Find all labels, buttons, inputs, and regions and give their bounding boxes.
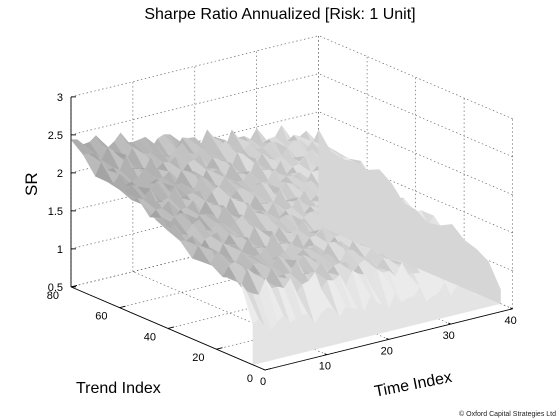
x-tick-mark [510, 307, 513, 310]
surface-side [391, 182, 404, 263]
surface-side [476, 248, 489, 299]
surface-skirt [320, 307, 328, 349]
y-tick-label: 60 [95, 311, 107, 323]
y-tick-mark [216, 347, 223, 350]
surface-side [403, 202, 416, 268]
x-tick-label: 20 [381, 345, 393, 357]
surface-skirt [407, 296, 415, 327]
surface-skirt [258, 318, 266, 364]
surface-skirt [432, 292, 439, 321]
surface-side [439, 224, 453, 284]
surface-skirt [401, 297, 408, 329]
x-tick-label: 40 [504, 315, 516, 327]
surface-skirt [351, 308, 359, 341]
y-tick-mark [167, 326, 175, 329]
y-tick-label: 20 [192, 352, 204, 364]
surface-skirt [370, 295, 377, 336]
back-wall-grid-line [70, 73, 319, 136]
surface-side [342, 159, 356, 242]
surface-skirt [252, 318, 260, 366]
surface-side [330, 151, 344, 237]
back-wall-grid-line [70, 111, 319, 174]
surface-skirt [277, 315, 285, 359]
surface-side [354, 161, 368, 247]
y-tick-mark [264, 368, 272, 371]
surface-side [379, 169, 392, 258]
x-tick-mark [262, 368, 266, 371]
surface-skirt [357, 308, 365, 340]
surface-skirt [376, 301, 384, 335]
z-tick-label: 2.5 [48, 130, 63, 142]
surface-skirt [456, 286, 464, 315]
surface-skirt [283, 315, 291, 358]
x-tick-label: 0 [260, 376, 266, 388]
copyright-credit: © Oxford Capital Strategies Ltd [459, 411, 556, 418]
surface-side [318, 129, 331, 232]
surface-side [488, 261, 501, 304]
z-tick-label: 0.5 [48, 282, 63, 294]
y-tick-label: 80 [47, 290, 59, 302]
z-tick-label: 2 [57, 168, 63, 180]
surface-side [427, 222, 441, 278]
surface-skirt [302, 314, 309, 353]
z-tick-label: 1.5 [48, 206, 63, 218]
surface-skirt [265, 326, 272, 363]
surface-skirt [326, 307, 334, 347]
y-axis-label: Trend Index [76, 380, 161, 397]
x-tick-mark [448, 322, 451, 325]
surface-skirt [296, 313, 303, 355]
x-tick-mark [386, 337, 389, 340]
z-axis-label: SR [22, 172, 41, 196]
z-tick-label: 1 [57, 244, 63, 256]
x-tick-label: 10 [319, 361, 331, 373]
x-tick-mark [324, 353, 328, 356]
y-tick-label: 0 [247, 373, 253, 385]
surface-skirt [345, 306, 353, 343]
surface-skirt [382, 304, 390, 333]
surface-side [366, 169, 380, 252]
z-tick-label: 3 [57, 92, 63, 104]
x-tick-label: 30 [443, 330, 455, 342]
chart-title: Sharpe Ratio Annualized [Risk: 1 Unit] [144, 6, 416, 23]
surface-side [463, 239, 477, 294]
back-wall-grid-line [70, 35, 319, 98]
y-tick-mark [119, 305, 126, 309]
surface-side [451, 223, 465, 289]
y-tick-label: 40 [144, 331, 156, 343]
surface-skirt [289, 318, 297, 356]
